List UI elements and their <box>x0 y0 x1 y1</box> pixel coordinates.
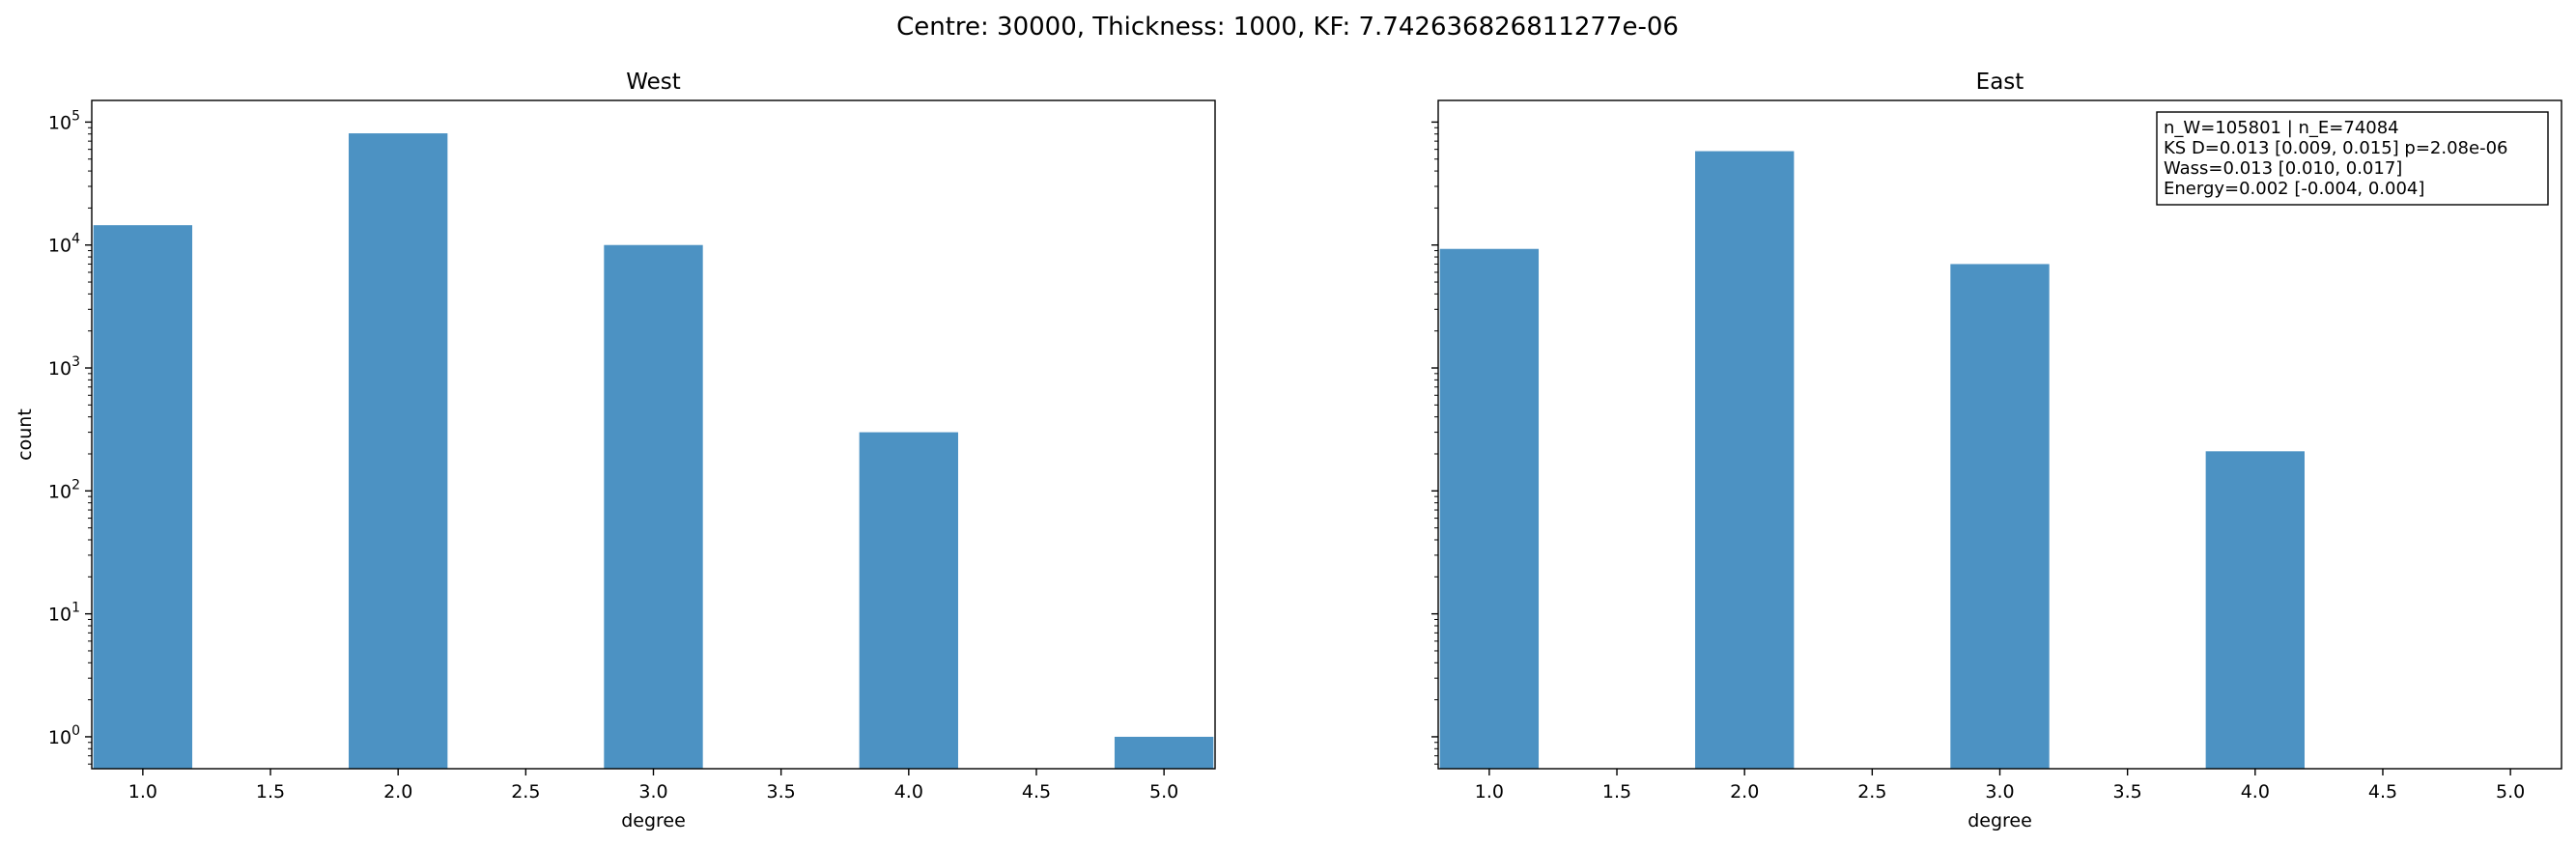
east-stats-line-3: Wass=0.013 [0.010, 0.017] <box>2164 158 2402 179</box>
west-title: West <box>626 70 681 95</box>
west-xtick-label: 4.5 <box>1022 781 1051 803</box>
west-xtick-label: 2.0 <box>383 781 412 803</box>
east-xtick-label: 5.0 <box>2496 781 2525 803</box>
east-bar-1 <box>1439 248 1540 769</box>
west-xtick-label: 2.5 <box>511 781 540 803</box>
west-bar-5 <box>1114 736 1214 769</box>
east-bar-2 <box>1695 151 1795 770</box>
east-xtick-label: 4.5 <box>2368 781 2397 803</box>
east-bar-4 <box>2205 451 2305 769</box>
west-xtick-label: 5.0 <box>1149 781 1178 803</box>
west-ytick-label: 102 <box>48 477 80 502</box>
west-ytick-label: 101 <box>48 601 80 626</box>
east-bar-3 <box>1950 264 2050 769</box>
west-axes-frame <box>91 99 1216 770</box>
west-ytick-label: 105 <box>48 108 80 133</box>
west-xtick-label: 3.5 <box>767 781 796 803</box>
east-stats-box <box>2156 111 2549 206</box>
west-bar-3 <box>604 244 703 770</box>
east-axes: 1.0 1.5 2.0 2.5 3.0 3.5 4.0 4.5 5.0 East degree n_W… <box>1431 70 2562 831</box>
east-stats-line-4: Energy=0.002 [-0.004, 0.004] <box>2164 179 2424 199</box>
east-xtick-label: 1.5 <box>1602 781 1631 803</box>
west-ylabel: count <box>14 408 36 461</box>
east-stats-line-2: KS D=0.013 [0.009, 0.015] p=2.08e-06 <box>2164 138 2507 158</box>
figure-suptitle: Centre: 30000, Thickness: 1000, KF: 7.74… <box>896 13 1679 42</box>
east-axes-frame <box>1437 99 2562 770</box>
east-xtick-label: 4.0 <box>2241 781 2270 803</box>
west-xtick-label: 1.0 <box>128 781 157 803</box>
west-bar-4 <box>859 432 958 769</box>
east-title: East <box>1976 70 2024 95</box>
west-bar-1 <box>93 225 193 770</box>
west-ytick-label: 103 <box>48 354 80 380</box>
east-xtick-label: 1.0 <box>1475 781 1504 803</box>
east-xlabel: degree <box>1967 810 2032 831</box>
west-xtick-label: 4.0 <box>894 781 923 803</box>
west-xtick-label: 3.0 <box>638 781 667 803</box>
west-ytick-label: 104 <box>48 232 80 257</box>
west-axes: 1.0 1.5 2.0 2.5 3.0 3.5 4.0 4.5 5.0 100 101 102 103 1… <box>14 70 1216 831</box>
east-xtick-label: 3.0 <box>1985 781 2014 803</box>
east-xtick-label: 3.5 <box>2113 781 2142 803</box>
west-xtick-label: 1.5 <box>256 781 285 803</box>
west-xlabel: degree <box>621 810 686 831</box>
east-xtick-label: 2.0 <box>1730 781 1759 803</box>
west-ytick-label: 100 <box>48 723 80 748</box>
east-xtick-label: 2.5 <box>1857 781 1886 803</box>
west-bar-2 <box>349 133 448 769</box>
east-stats-line-1: n_W=105801 | n_E=74084 <box>2164 118 2399 138</box>
